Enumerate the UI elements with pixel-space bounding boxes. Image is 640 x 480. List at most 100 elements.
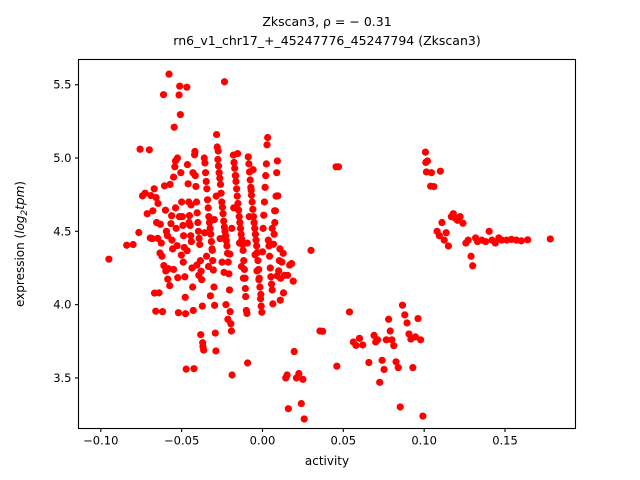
scatter-point [235,239,244,247]
scatter-point [156,220,164,228]
axes-frame [77,58,577,430]
scatter-point [259,224,267,232]
y-tick-label: 4.5 [53,224,71,238]
scatter-point [264,133,272,142]
scatter-point [444,242,453,250]
scatter-point [145,146,153,154]
scatter-point [155,289,163,297]
scatter-point [414,314,422,323]
scatter-point [179,221,187,230]
chart-title-line-2: rn6_v1_chr17_+_45247776_45247794 (Zkscan… [173,33,480,48]
scatter-point [247,186,255,194]
scatter-point [177,169,185,177]
scatter-point [178,198,186,206]
scatter-point [382,336,390,344]
scatter-point [352,341,360,349]
scatter-point [173,154,182,162]
scatter-point [224,258,232,266]
scatter-point [176,111,184,119]
scatter-point [176,82,184,90]
scatter-point [248,198,256,206]
scatter-point [164,275,172,283]
scatter-point [212,130,221,139]
scatter-point [220,217,228,225]
scatter-point [179,232,188,240]
scatter-point [171,163,179,171]
scatter-point [174,274,182,282]
scatter-point [299,375,307,383]
scatter-point [276,296,284,304]
scatter-point [222,301,230,309]
scatter-point [423,157,431,165]
scatter-point [260,198,269,206]
scatter-point [268,286,276,294]
scatter-point [201,229,209,237]
scatter-point [279,289,288,297]
scatter-point [214,147,222,155]
x-tick-label: −0.10 [83,434,118,448]
scatter-point [202,177,210,186]
scatter-point [253,242,261,250]
scatter-point [258,248,267,256]
scatter-point [165,70,173,78]
scatter-point [224,315,232,323]
scatter-point [269,240,278,248]
scatter-point [182,365,190,373]
scatter-point [174,309,183,317]
scatter-point [175,91,183,99]
scatter-point [158,308,167,316]
scatter-point [232,177,240,186]
scatter-point [218,198,226,206]
scatter-point [207,230,215,238]
scatter-point [283,271,292,279]
scatter-point [201,159,209,167]
x-tick-label: 0.00 [250,434,276,448]
scatter-point [194,227,203,235]
scatter-point [209,257,217,265]
scatter-point [187,232,195,240]
y-axis-label: expression (log2tpm) [13,181,30,307]
scatter-point [168,236,176,244]
scatter-point [179,258,187,266]
scatter-point [427,169,436,177]
scatter-point [189,169,197,177]
scatter-point [194,218,202,227]
scatter-point [267,273,275,281]
scatter-point [233,185,241,193]
scatter-point [199,339,207,347]
scatter-point [244,359,252,367]
scatter-point [230,158,238,167]
y-axis-label-math-base: log [13,215,27,234]
scatter-point [333,362,341,370]
scatter-point [269,300,277,308]
scatter-point [283,371,291,379]
scatter-point [274,192,282,200]
scatter-point [243,239,251,247]
scatter-point [268,224,276,232]
scatter-point [300,415,308,423]
scatter-point [233,192,241,200]
y-axis-ticks: 3.5 4.0 4.5 5.0 5.5 [53,78,79,385]
scatter-point [240,257,248,265]
scatter-point [398,301,407,309]
scatter-point [218,258,226,266]
scatter-point [198,302,206,310]
scatter-point [258,308,266,316]
scatter-point [228,371,236,379]
scatter-point [403,319,411,327]
scatter-point [524,236,532,244]
x-axis-ticks: −0.10 −0.05 0.00 0.05 0.10 0.15 [83,428,518,448]
scatter-point [160,182,169,190]
scatter-point [290,347,298,356]
scatter-point [202,252,211,260]
scatter-point [243,309,251,318]
scatter-point [175,213,183,221]
scatter-point [200,346,208,354]
scatter-point [195,271,203,279]
scatter-point [162,267,170,275]
scatter-point [172,224,180,232]
scatter-point [409,364,417,372]
scatter-point [273,157,281,165]
